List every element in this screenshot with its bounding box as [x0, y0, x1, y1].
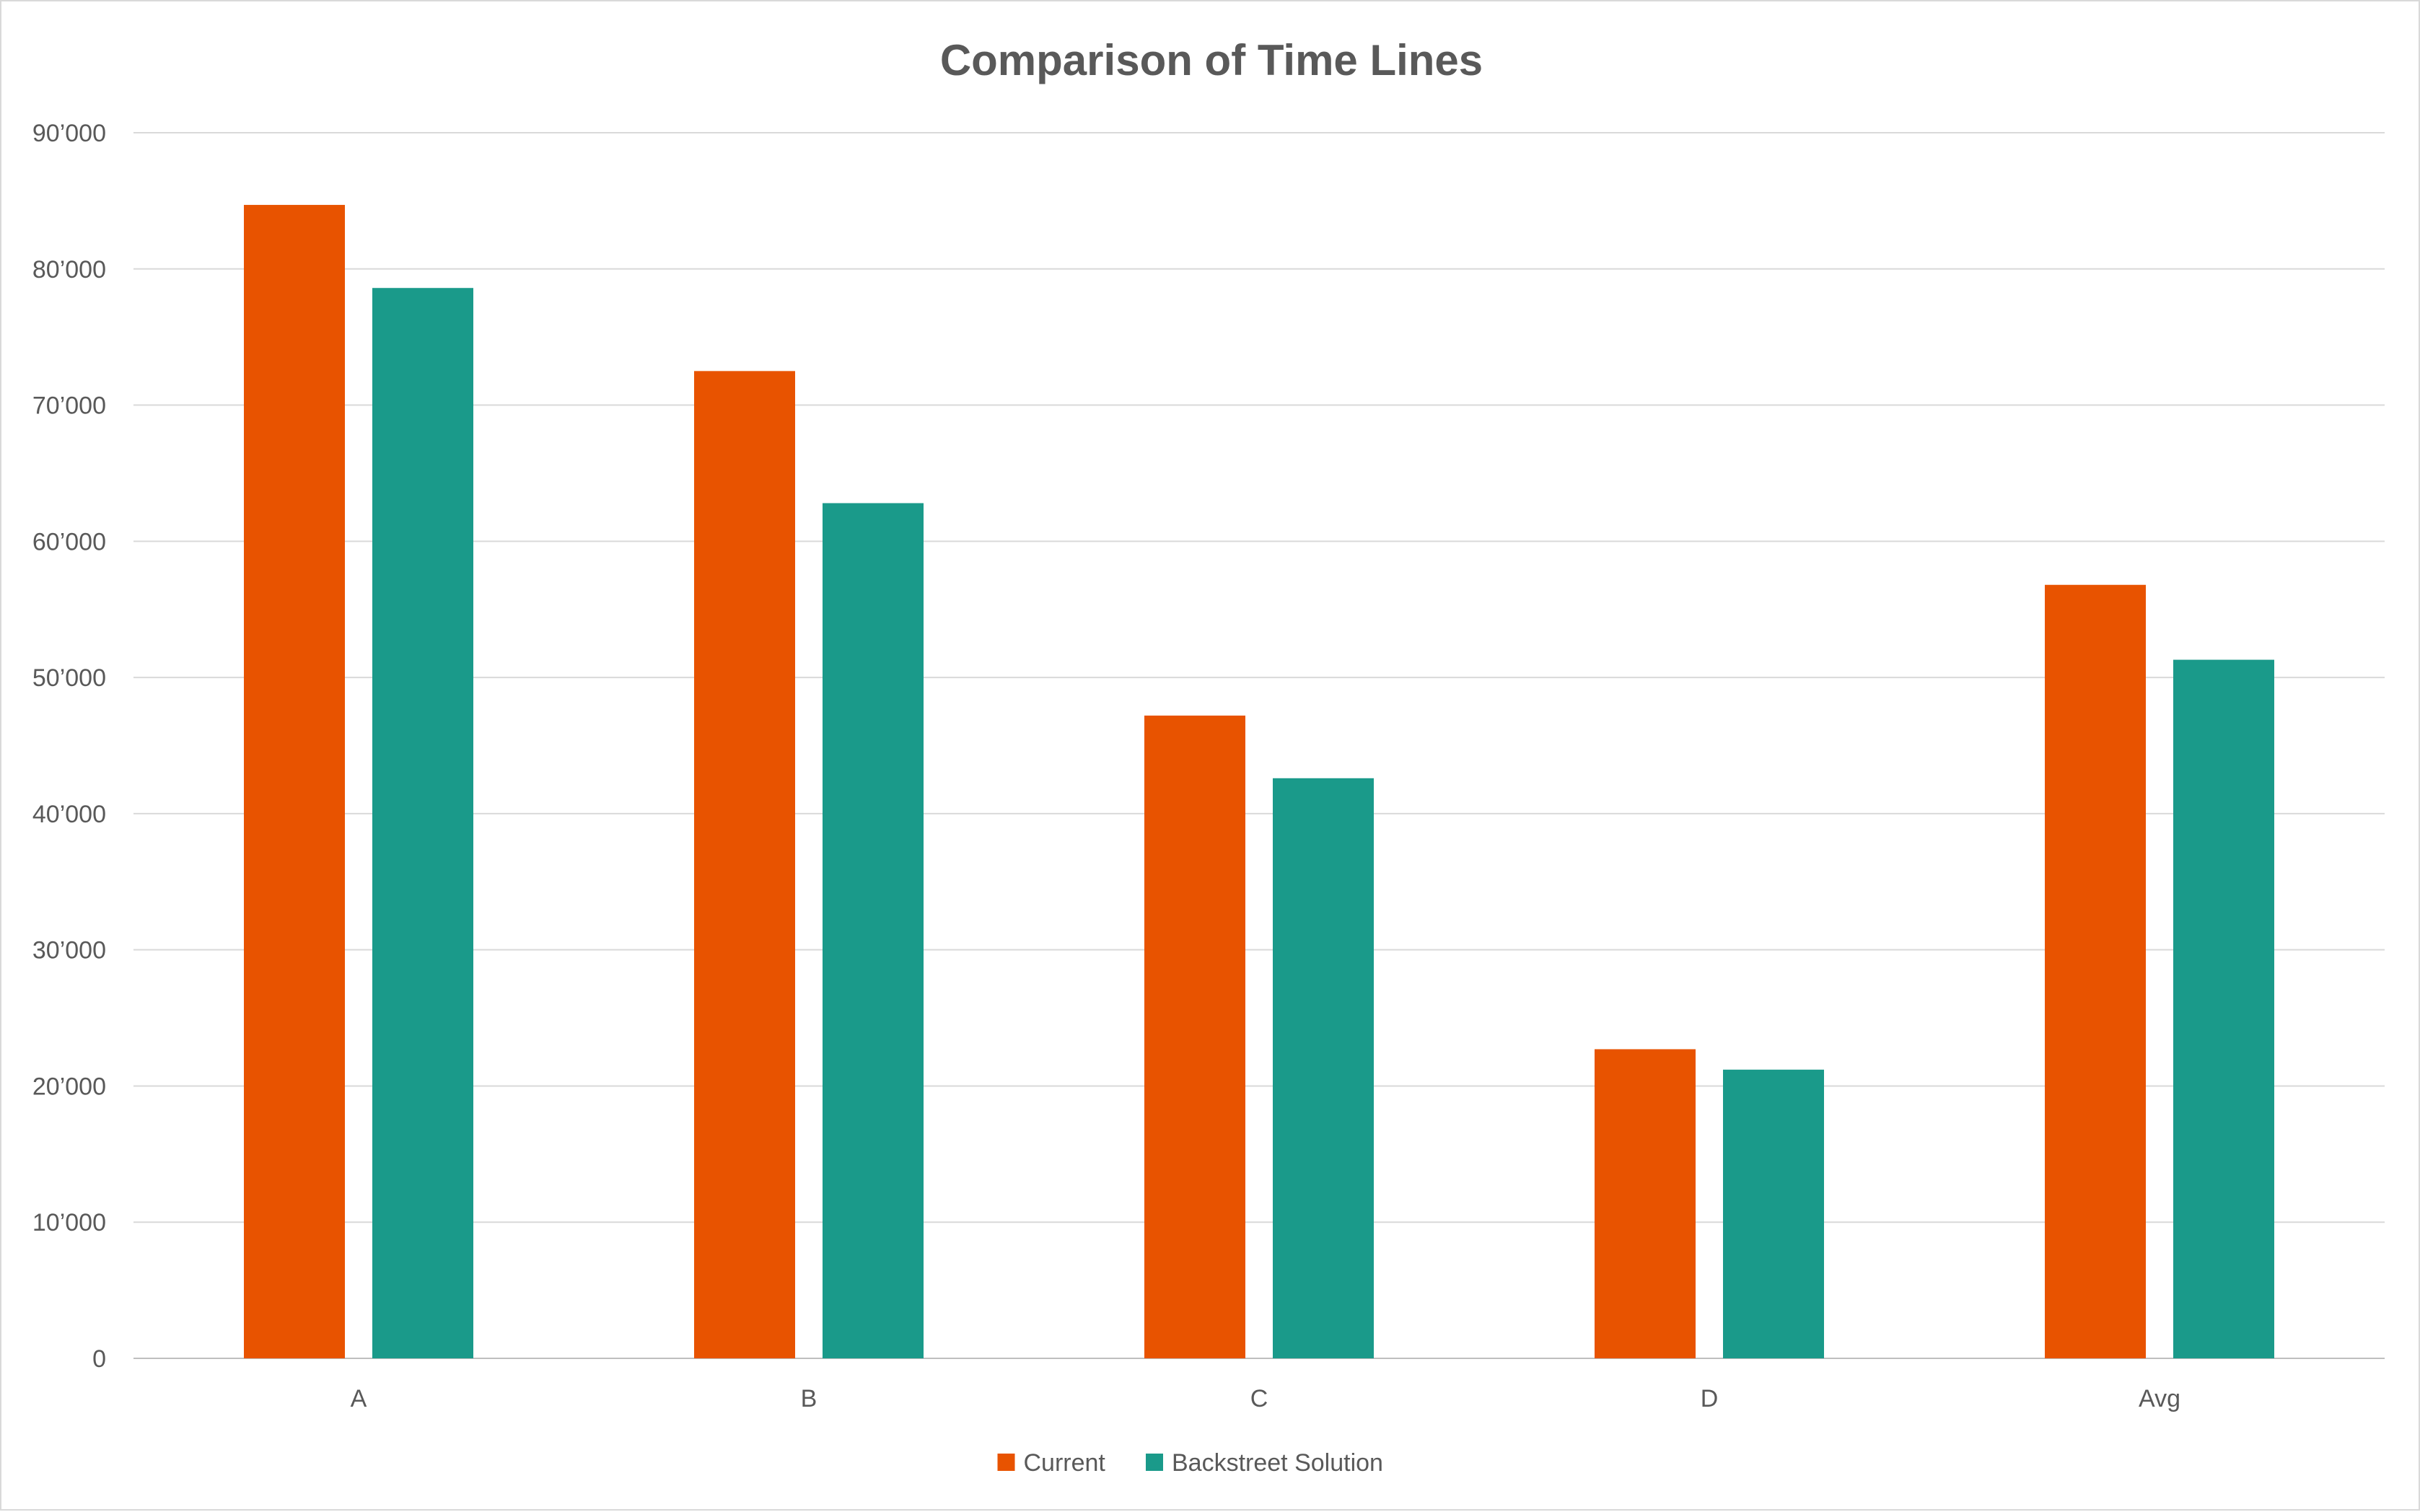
x-tick-label: C — [1250, 1385, 1268, 1412]
legend-swatch — [997, 1454, 1015, 1471]
legend-label: Current — [1024, 1449, 1106, 1477]
legend: Current Backstreet Solution — [997, 1449, 1383, 1477]
bars — [244, 205, 2274, 1359]
y-tick-label: 60’000 — [32, 528, 106, 555]
x-tick-label: D — [1701, 1385, 1719, 1412]
bar-backstreet-solution-b — [823, 503, 924, 1358]
y-tick-label: 50’000 — [32, 664, 106, 692]
y-axis-ticks: 0 10’000 20’000 30’000 40’000 50’000 60’000 70’… — [32, 120, 106, 1373]
chart-title: Comparison of Time Lines — [940, 36, 1483, 84]
y-tick-label: 40’000 — [32, 801, 106, 828]
y-tick-label: 70’000 — [32, 392, 106, 420]
bar-current-avg — [2045, 584, 2146, 1359]
x-tick-label: A — [351, 1385, 367, 1412]
bar-current-b — [694, 371, 795, 1358]
bar-backstreet-solution-d — [1723, 1069, 1824, 1358]
x-axis-ticks: A B C D Avg — [351, 1385, 2180, 1412]
y-tick-label: 20’000 — [32, 1073, 106, 1100]
gridlines — [133, 132, 2385, 1359]
legend-swatch — [1146, 1454, 1163, 1471]
x-tick-label: Avg — [2139, 1385, 2180, 1412]
legend-label: Backstreet Solution — [1172, 1449, 1383, 1477]
y-tick-label: 30’000 — [32, 937, 106, 964]
y-tick-label: 0 — [92, 1345, 106, 1373]
x-tick-label: B — [801, 1385, 817, 1412]
bar-current-d — [1595, 1049, 1696, 1358]
y-tick-label: 90’000 — [32, 120, 106, 147]
bar-backstreet-solution-avg — [2173, 659, 2274, 1358]
bar-current-a — [244, 205, 345, 1358]
bar-current-c — [1144, 715, 1245, 1358]
y-tick-label: 10’000 — [32, 1209, 106, 1236]
bar-backstreet-solution-a — [372, 288, 473, 1358]
bar-backstreet-solution-c — [1273, 778, 1374, 1358]
y-tick-label: 80’000 — [32, 256, 106, 284]
